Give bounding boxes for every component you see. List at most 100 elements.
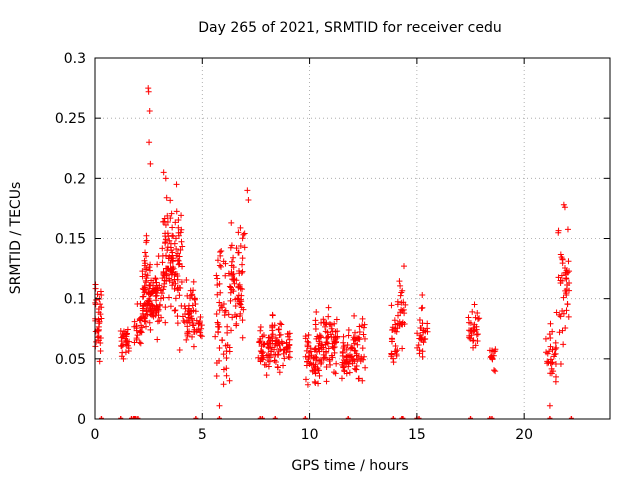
data-point-761 <box>331 369 338 376</box>
data-point-932 <box>416 350 423 357</box>
data-point-459 <box>218 248 225 255</box>
data-point-906 <box>399 320 406 327</box>
data-point-314 <box>172 295 179 302</box>
data-point-515 <box>241 230 248 237</box>
data-point-735 <box>324 334 331 341</box>
data-point-299 <box>178 238 185 245</box>
data-point-467 <box>239 268 246 275</box>
data-point-681 <box>305 353 312 360</box>
data-point-429 <box>214 257 221 264</box>
data-point-794 <box>346 369 353 376</box>
data-point-569 <box>265 351 272 358</box>
data-point-124 <box>142 312 149 319</box>
data-point-1053 <box>555 227 562 234</box>
data-point-813 <box>340 339 347 346</box>
chart-title: Day 265 of 2021, SRMTID for receiver ced… <box>198 20 501 36</box>
data-point-758 <box>330 337 337 344</box>
data-point-711 <box>323 378 330 385</box>
data-point-1063 <box>146 139 153 146</box>
data-point-623 <box>285 344 292 351</box>
data-point-85 <box>136 317 143 324</box>
data-point-884 <box>389 338 396 345</box>
data-point-981 <box>492 346 499 353</box>
data-point-1071 <box>561 204 568 211</box>
data-point-509 <box>231 276 238 283</box>
x-tick-label-3: 15 <box>408 427 426 443</box>
data-point-561 <box>259 356 266 363</box>
data-point-967 <box>469 337 476 344</box>
data-point-859 <box>357 358 364 365</box>
data-point-501 <box>239 334 246 341</box>
data-point-1065 <box>160 169 167 176</box>
data-point-409 <box>195 320 202 327</box>
data-point-683 <box>304 338 311 345</box>
data-point-546 <box>255 354 262 361</box>
data-point-256 <box>160 218 167 225</box>
data-point-1057 <box>565 313 572 320</box>
data-point-837 <box>354 341 361 348</box>
data-point-288 <box>162 252 169 259</box>
data-point-448 <box>212 333 219 340</box>
data-point-883 <box>389 326 396 333</box>
data-point-918 <box>416 316 423 323</box>
data-point-969 <box>472 342 479 349</box>
data-point-708 <box>313 309 320 316</box>
data-point-62 <box>125 348 132 355</box>
data-point-41 <box>124 326 131 333</box>
data-point-907 <box>400 299 407 306</box>
data-point-266 <box>162 221 169 228</box>
data-point-205 <box>153 297 160 304</box>
data-point-574 <box>265 343 272 350</box>
data-point-499 <box>239 261 246 268</box>
data-point-286 <box>162 239 169 246</box>
data-point-343 <box>175 261 182 268</box>
data-point-804 <box>340 333 347 340</box>
data-point-524 <box>237 224 244 231</box>
data-point-838 <box>353 366 360 373</box>
data-point-817 <box>351 312 358 319</box>
data-point-1056 <box>559 255 566 262</box>
data-point-324 <box>177 229 184 236</box>
data-point-16 <box>95 333 102 340</box>
data-point-73 <box>136 339 143 346</box>
data-point-424 <box>216 262 223 269</box>
data-point-242 <box>165 294 172 301</box>
data-point-122 <box>139 268 146 275</box>
data-point-725 <box>313 348 320 355</box>
data-point-463 <box>214 319 221 326</box>
data-point-464 <box>222 342 229 349</box>
data-point-924 <box>419 353 426 360</box>
data-point-714 <box>322 323 329 330</box>
data-point-926 <box>419 304 426 311</box>
data-point-374 <box>183 336 190 343</box>
data-point-559 <box>256 338 263 345</box>
data-point-339 <box>176 292 183 299</box>
data-point-638 <box>286 330 293 337</box>
data-point-762 <box>326 358 333 365</box>
data-point-529 <box>228 258 235 265</box>
data-point-136 <box>142 318 149 325</box>
data-point-415 <box>222 307 229 314</box>
data-point-249 <box>160 286 167 293</box>
data-point-965 <box>467 320 474 327</box>
data-point-675 <box>303 347 310 354</box>
data-point-985 <box>542 335 549 342</box>
data-point-849 <box>353 352 360 359</box>
data-point-1058 <box>566 287 573 294</box>
data-point-942 <box>474 309 481 316</box>
data-point-930 <box>415 341 422 348</box>
data-point-905 <box>397 292 404 299</box>
data-point-141 <box>144 299 151 306</box>
data-point-1069 <box>245 196 252 203</box>
data-point-831 <box>359 315 366 322</box>
data-point-523 <box>237 301 244 308</box>
data-point-93 <box>143 323 150 330</box>
data-point-902 <box>394 298 401 305</box>
data-point-968 <box>471 321 478 328</box>
data-point-1029 <box>560 310 567 317</box>
data-point-406 <box>196 319 203 326</box>
data-point-525 <box>227 244 234 251</box>
data-point-991 <box>547 343 554 350</box>
data-point-868 <box>390 359 397 366</box>
data-point-1055 <box>559 327 566 334</box>
